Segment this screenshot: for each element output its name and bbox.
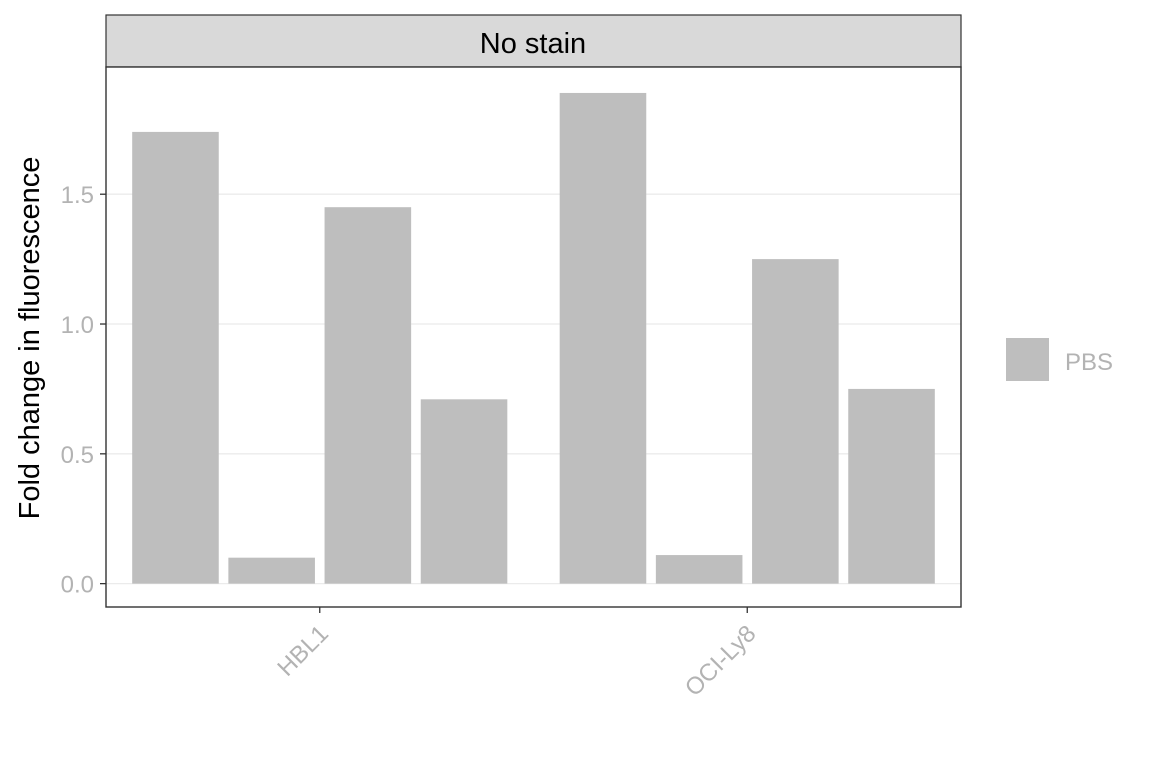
legend-label-pbs: PBS (1065, 349, 1113, 376)
bar (559, 92, 647, 584)
y-axis-title: Fold change in fluorescence (14, 157, 46, 520)
legend: PBS (1006, 338, 1113, 381)
bar (752, 259, 839, 584)
bars (132, 92, 935, 584)
x-axis: HBL1 OCI-Ly8 (272, 607, 761, 702)
y-tick-label: 0.0 (61, 572, 94, 599)
facet-strip (105, 14, 962, 68)
bar (228, 557, 315, 584)
bar (132, 131, 219, 584)
x-tick-label: OCI-Ly8 (680, 620, 762, 702)
legend-key-pbs (1006, 338, 1049, 381)
y-axis: 0.0 0.5 1.0 1.5 (61, 182, 106, 599)
panel-border (105, 66, 962, 608)
bar (324, 207, 412, 584)
x-tick-label: HBL1 (272, 620, 334, 682)
y-tick-label: 1.5 (61, 182, 94, 209)
bar (848, 388, 935, 584)
bar (655, 555, 743, 584)
y-tick-label: 1.0 (61, 312, 94, 339)
y-tick-label: 0.5 (61, 442, 94, 469)
bar (420, 399, 508, 584)
facet-title: No stain (480, 28, 586, 60)
